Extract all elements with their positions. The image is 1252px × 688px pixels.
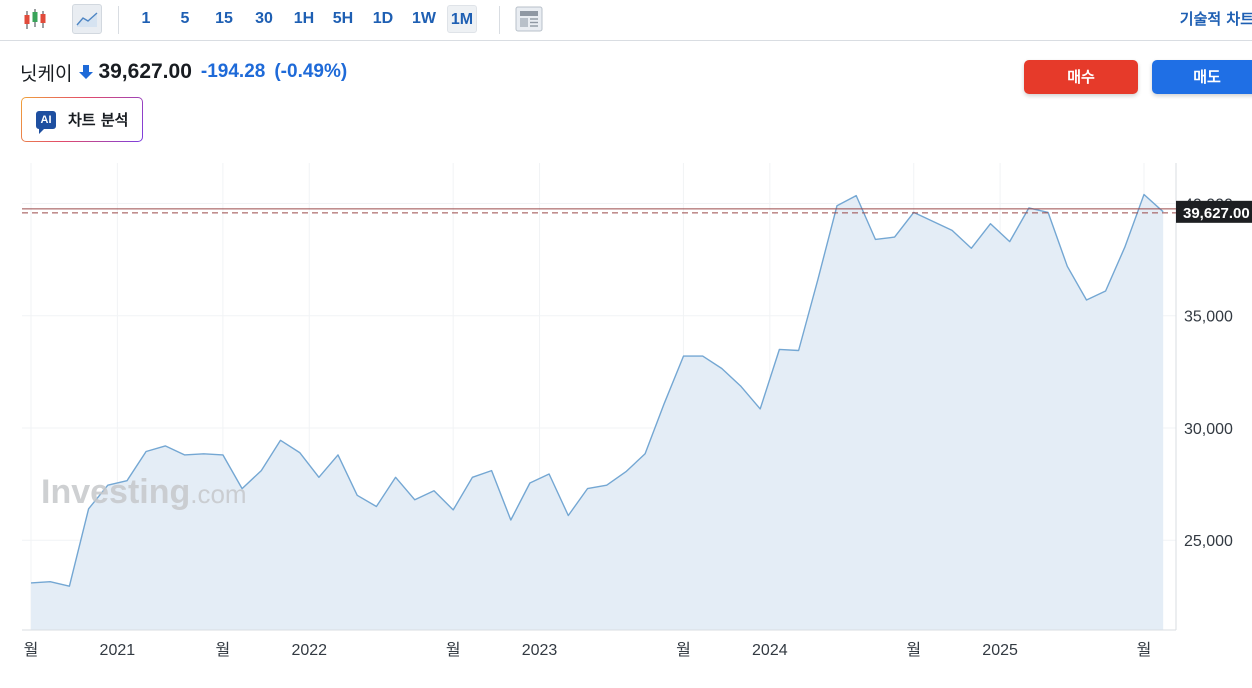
- news-layout-icon[interactable]: [514, 4, 544, 34]
- x-tick-label: 월: [216, 641, 231, 659]
- price-change-percent: (-0.49%): [274, 61, 348, 82]
- instrument-name: 닛케이: [20, 62, 73, 85]
- x-tick-label: 2022: [291, 642, 327, 659]
- x-tick-label: 월: [676, 641, 691, 659]
- toolbar-divider: [499, 6, 500, 34]
- x-tick-label: 월: [1137, 641, 1152, 659]
- price-area: [31, 194, 1164, 630]
- ai-chart-analysis-button[interactable]: AI 차트 분석: [21, 97, 143, 142]
- technical-chart-link[interactable]: 기술적 차트: [1179, 10, 1252, 28]
- x-tick-label: 2023: [522, 642, 558, 659]
- candlestick-chart-icon[interactable]: [20, 4, 50, 34]
- interval-1h[interactable]: 1H: [293, 10, 315, 27]
- last-value-label-bg: [1176, 200, 1252, 223]
- y-tick-label: 25,000: [1184, 533, 1233, 550]
- interval-30[interactable]: 30: [255, 10, 273, 27]
- price-line: [30, 193, 1164, 587]
- interval-5[interactable]: 5: [180, 10, 190, 27]
- interval-1m[interactable]: 1M: [447, 5, 477, 33]
- chart-toolbar: 1 5 15 30 1H 5H 1D 1W 1M 기술적 차트: [0, 0, 1252, 41]
- x-tick-label: 2021: [100, 642, 136, 659]
- x-tick-label: 월: [446, 641, 461, 659]
- interval-1w[interactable]: 1W: [412, 10, 436, 27]
- y-tick-label: 30,000: [1184, 421, 1233, 438]
- sell-button[interactable]: 매도: [1152, 60, 1252, 94]
- interval-15[interactable]: 15: [215, 10, 233, 27]
- investing-watermark: Investing.com: [41, 473, 247, 511]
- toolbar-divider: [118, 6, 119, 34]
- last-value-label: 39,627.00: [1183, 205, 1250, 222]
- buy-button[interactable]: 매수: [1024, 60, 1138, 94]
- x-tick-label: 월: [906, 641, 921, 659]
- price-change: -194.28: [200, 61, 266, 82]
- x-tick-label: 2025: [982, 642, 1018, 659]
- instrument-header: 닛케이 39,627.00 -194.28 (-0.49%): [20, 58, 347, 86]
- interval-1[interactable]: 1: [141, 10, 151, 27]
- area-chart-icon[interactable]: [72, 4, 102, 34]
- arrow-down-icon: [79, 65, 94, 79]
- ai-analysis-label: 차트 분석: [68, 111, 129, 129]
- interval-1d[interactable]: 1D: [372, 10, 394, 27]
- x-tick-label: 2024: [752, 642, 788, 659]
- x-tick-label: 월: [24, 641, 39, 659]
- y-tick-label: 35,000: [1184, 309, 1233, 326]
- interval-5h[interactable]: 5H: [332, 10, 354, 27]
- last-price: 39,627.00: [98, 60, 192, 83]
- ai-icon: AI: [36, 110, 56, 134]
